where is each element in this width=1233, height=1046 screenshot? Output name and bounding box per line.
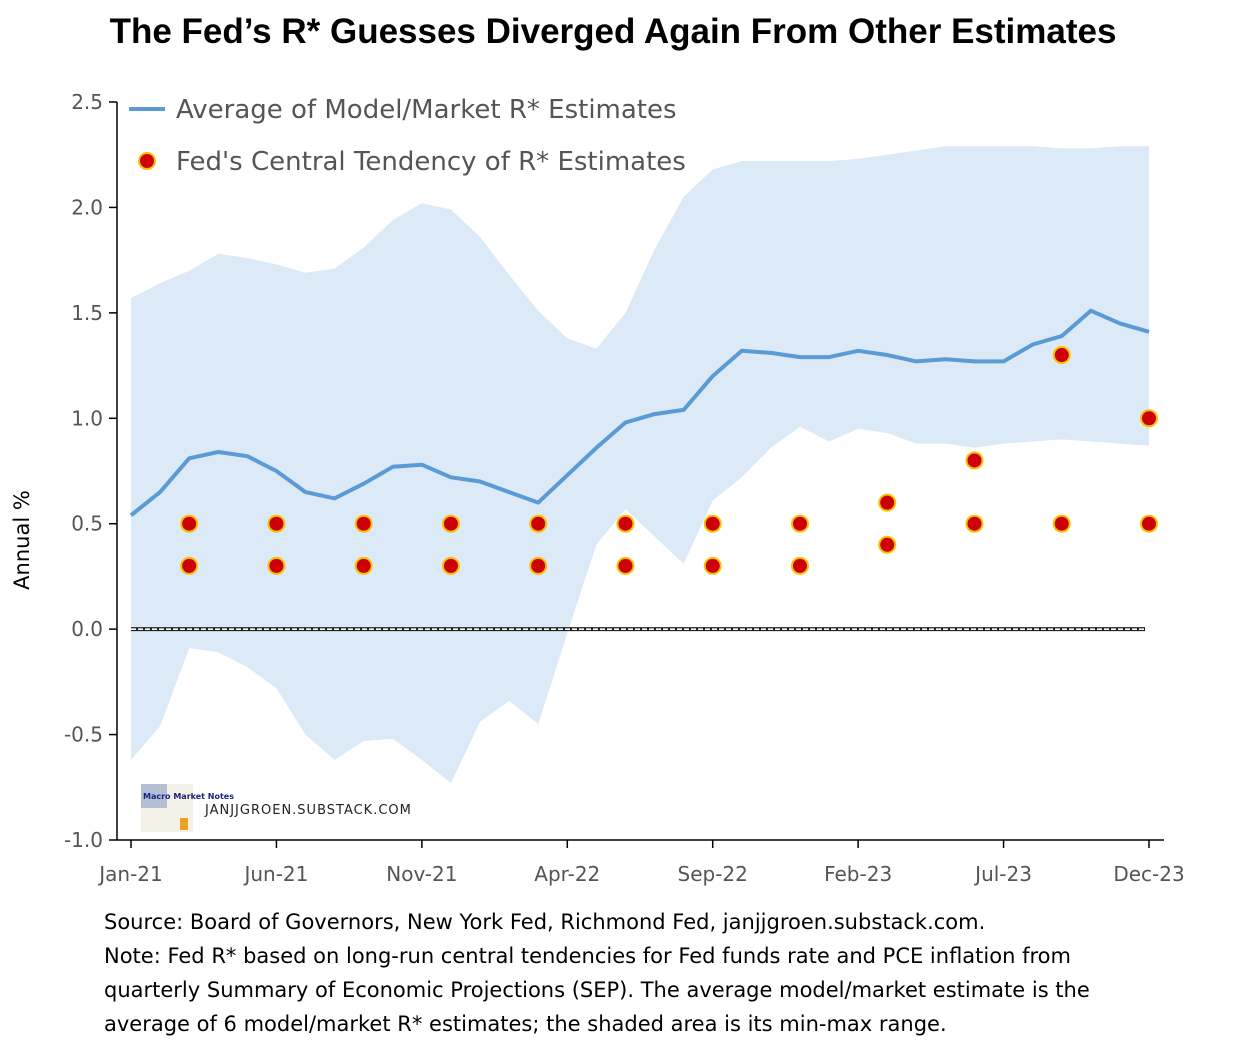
fed-rstar-dot bbox=[616, 556, 635, 575]
legend-label-fed: Fed's Central Tendency of R* Estimates bbox=[176, 147, 686, 177]
y-tick-label: 2.5 bbox=[71, 90, 103, 114]
legend-label-average: Average of Model/Market R* Estimates bbox=[176, 95, 677, 125]
fed-dots-layer bbox=[180, 346, 1158, 575]
watermark-logo-accent bbox=[141, 784, 167, 808]
watermark-logo-text: Macro Market Notes bbox=[143, 792, 234, 801]
x-tick-label: Dec-23 bbox=[1113, 862, 1184, 886]
fed-rstar-dot bbox=[1140, 409, 1158, 428]
fed-rstar-dot bbox=[616, 514, 635, 533]
y-tick-label: 1.0 bbox=[71, 406, 103, 430]
footer-note-line-1: Note: Fed R* based on long-run central t… bbox=[104, 944, 1071, 968]
watermark: Macro Market Notes JANJJGROEN.SUBSTACK.CO… bbox=[141, 784, 412, 832]
fed-rstar-dot bbox=[441, 514, 460, 533]
x-tick-label: Nov-21 bbox=[386, 862, 457, 886]
fed-rstar-dot bbox=[965, 451, 984, 470]
fed-rstar-dot bbox=[703, 514, 722, 533]
x-tick-label: Apr-22 bbox=[534, 862, 600, 886]
fed-rstar-dot bbox=[965, 514, 984, 533]
y-tick-label: 2.0 bbox=[71, 195, 103, 219]
y-tick-label: 0.5 bbox=[71, 512, 103, 536]
x-tick-label: Feb-23 bbox=[824, 862, 892, 886]
chart-title: The Fed’s R* Guesses Diverged Again From… bbox=[109, 12, 1117, 51]
range-band-layer bbox=[131, 146, 1149, 784]
legend-dot-swatch bbox=[138, 152, 156, 170]
y-tick-label: 0.0 bbox=[71, 617, 103, 641]
x-tick-label: Jul-23 bbox=[973, 862, 1032, 886]
fed-rstar-dot bbox=[529, 556, 548, 575]
fed-rstar-dot bbox=[529, 514, 548, 533]
watermark-logo-bar bbox=[180, 818, 188, 830]
fed-rstar-dot bbox=[354, 514, 373, 533]
fed-rstar-dot bbox=[267, 556, 286, 575]
footer-source: Source: Board of Governors, New York Fed… bbox=[104, 910, 986, 934]
fed-rstar-dot bbox=[267, 514, 286, 533]
fed-rstar-dot bbox=[790, 514, 809, 533]
average-line-layer bbox=[129, 308, 1150, 517]
fed-rstar-dot bbox=[1052, 514, 1071, 533]
y-tick-label: -0.5 bbox=[64, 723, 103, 747]
chart-area: -1.0 -0.5 0.0 0.5 1.0 1.5 2.0 2.5 Jan-21 Jun-21 No… bbox=[0, 60, 1233, 910]
y-tick-label: 1.5 bbox=[71, 301, 103, 325]
fed-rstar-dot bbox=[878, 535, 897, 554]
axes-layer: -1.0 -0.5 0.0 0.5 1.0 1.5 2.0 2.5 Jan-21 Jun-21 No… bbox=[64, 90, 1185, 886]
footer-note-line-2: quarterly Summary of Economic Projection… bbox=[104, 978, 1090, 1002]
footer-note-line-3: average of 6 model/market R* estimates; … bbox=[104, 1012, 947, 1036]
footer-notes: Source: Board of Governors, New York Fed… bbox=[104, 905, 1224, 1041]
fed-rstar-dot bbox=[790, 556, 809, 575]
fed-rstar-dot bbox=[180, 556, 199, 575]
fed-rstar-dot bbox=[1052, 346, 1071, 365]
fed-rstar-dot bbox=[1140, 514, 1158, 533]
fed-rstar-dot bbox=[878, 493, 897, 512]
fed-rstar-dot bbox=[180, 514, 199, 533]
fed-rstar-dot bbox=[441, 556, 460, 575]
y-tick-label: -1.0 bbox=[64, 828, 103, 852]
fed-rstar-dot bbox=[703, 556, 722, 575]
average-rstar-line bbox=[129, 308, 1150, 517]
legend: Average of Model/Market R* Estimates Fed'… bbox=[129, 95, 686, 177]
chart-svg: -1.0 -0.5 0.0 0.5 1.0 1.5 2.0 2.5 Jan-21 Jun-21 No… bbox=[10, 90, 1185, 886]
x-tick-label: Sep-22 bbox=[678, 862, 748, 886]
x-tick-label: Jun-21 bbox=[242, 862, 308, 886]
watermark-site: JANJJGROEN.SUBSTACK.COM bbox=[204, 803, 412, 818]
x-tick-label: Jan-21 bbox=[97, 862, 163, 886]
y-axis-label: Annual % bbox=[10, 490, 34, 590]
fed-rstar-dot bbox=[354, 556, 373, 575]
range-band bbox=[131, 146, 1149, 784]
